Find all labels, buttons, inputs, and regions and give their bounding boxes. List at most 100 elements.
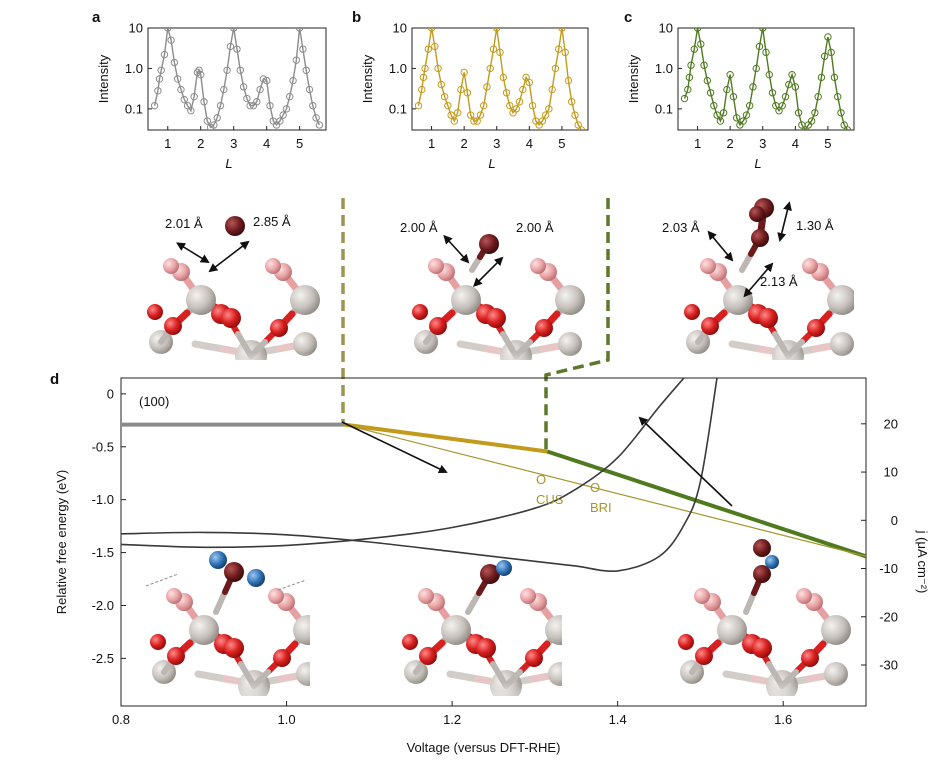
data-point (814, 92, 822, 101)
structure-2 (410, 258, 585, 360)
inset-2-adsorbate (465, 560, 512, 615)
y-axis-label: Intensity (96, 54, 111, 103)
data-point (687, 61, 695, 69)
data-point (190, 92, 198, 101)
ti-atom (545, 615, 562, 645)
bond (194, 670, 230, 683)
panel-label: a (92, 9, 101, 26)
x-tick-label: 5 (824, 136, 831, 151)
data-point (483, 83, 491, 91)
panel-label: d (50, 371, 59, 388)
current-density-curve (121, 378, 685, 549)
data-point (463, 89, 472, 97)
data-point (160, 50, 169, 59)
data-point (512, 105, 520, 113)
data-point (710, 101, 718, 110)
y-tick-label: -1.0 (92, 492, 114, 507)
o-atom (273, 649, 291, 667)
data-point (315, 121, 324, 129)
data-point (713, 111, 721, 119)
x-tick-label: 1 (164, 136, 171, 151)
structure-2-adsorbate: 2.00 Å 2.00 Å (400, 220, 554, 287)
y-tick-label: -2.0 (92, 598, 114, 613)
y-tick-label: -2.5 (92, 651, 114, 666)
rutile-surface (145, 258, 320, 360)
data-point (243, 94, 251, 103)
o-bridge-atom (796, 588, 812, 604)
data-point (239, 83, 248, 91)
data-point (437, 80, 446, 89)
x-tick-label: 2 (461, 136, 468, 151)
o-atom (476, 638, 496, 658)
o-atom (684, 304, 700, 320)
x-tick-label: 2 (727, 136, 734, 151)
distance-arrow (777, 201, 792, 242)
axis-pointer-arrow (638, 416, 733, 507)
data-point (824, 33, 832, 41)
y-axis-label: Relative free energy (eV) (54, 470, 69, 615)
data-point (726, 70, 734, 79)
o-bridge-atom (802, 258, 818, 274)
x-axis-label: L (754, 156, 761, 171)
data-point (421, 64, 429, 73)
data-point (203, 117, 212, 125)
data-point (476, 111, 485, 119)
data-point (778, 101, 786, 110)
data-point (295, 28, 304, 32)
free-energy-line (344, 422, 548, 454)
data-point (693, 28, 702, 32)
data-point (755, 42, 764, 51)
data-point (195, 66, 203, 74)
data-point (739, 117, 747, 125)
distance-label: 2.85 Å (253, 214, 291, 229)
adsorbate-o-atom (753, 565, 771, 583)
rutile-surface (676, 588, 856, 696)
data-point (447, 111, 455, 119)
fade-overlay (676, 682, 856, 696)
o-atom (429, 317, 447, 335)
adsorbate-o-atom (480, 564, 500, 584)
free-energy-line (546, 449, 866, 559)
data-point (834, 92, 842, 101)
data-point (177, 85, 185, 94)
bond (465, 590, 482, 615)
ti-atom (296, 662, 310, 686)
y-tick-label: -1.5 (92, 545, 114, 560)
data-point (817, 73, 826, 82)
bond (728, 340, 764, 353)
y-axis-label: Intensity (626, 54, 641, 103)
data-point (434, 64, 442, 73)
data-point (262, 76, 271, 85)
x-tick-label: 2 (197, 136, 204, 151)
data-point (807, 117, 816, 125)
data-point (253, 98, 261, 106)
fade-overlay (410, 352, 585, 360)
data-point (525, 78, 534, 87)
surface-label: (100) (139, 394, 169, 409)
ti-atom (189, 615, 219, 645)
y-tick-label: 0 (107, 386, 114, 401)
x-tick-label: 1.2 (443, 712, 461, 727)
data-point (289, 76, 297, 85)
y2-tick-label: -30 (879, 658, 898, 673)
o-bridge-atom (694, 588, 710, 604)
data-point (286, 92, 294, 101)
data-point (577, 126, 586, 130)
o-atom (752, 638, 772, 658)
o-bridge-atom (163, 258, 179, 274)
data-point (213, 114, 221, 122)
data-point (706, 89, 715, 97)
o-bridge-atom (428, 258, 444, 274)
data-point (236, 66, 244, 74)
data-point (568, 98, 576, 106)
o-bridge-atom (265, 258, 281, 274)
data-point (558, 28, 566, 32)
x-tick-label: 3 (759, 136, 766, 151)
x-tick-label: 1 (428, 136, 435, 151)
ti-atom (821, 615, 851, 645)
data-point (759, 28, 767, 32)
data-point (424, 45, 432, 53)
data-point (155, 75, 164, 83)
data-point (791, 83, 800, 91)
data-point (765, 70, 773, 79)
